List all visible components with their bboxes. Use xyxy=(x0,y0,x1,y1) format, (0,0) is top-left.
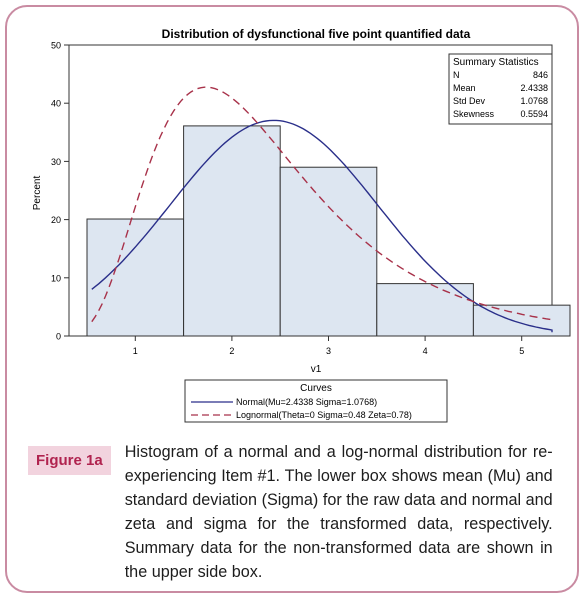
figure-label: Figure 1a xyxy=(28,446,111,475)
summary-value-mean: 2.4338 xyxy=(520,83,548,93)
histogram-chart: Distribution of dysfunctional five point… xyxy=(32,27,571,423)
y-tick-label: 10 xyxy=(51,273,61,283)
x-axis-label: v1 xyxy=(311,364,322,375)
lognormal-curve xyxy=(91,86,553,323)
y-tick-label: 20 xyxy=(51,215,61,225)
legend-label-normal: Normal(Mu=2.4338 Sigma=1.0768) xyxy=(236,397,377,407)
figure-caption: Figure 1a Histogram of a normal and a lo… xyxy=(28,440,568,584)
summary-label-skewness: Skewness xyxy=(453,109,495,119)
legend-frame xyxy=(184,379,448,423)
legend-label-lognormal: Lognormal(Theta=0 Sigma=0.48 Zeta=0.78) xyxy=(236,410,412,420)
histogram-bar-3 xyxy=(279,166,378,337)
summary-value-skewness: 0.5594 xyxy=(520,109,548,119)
histogram-bar-4 xyxy=(376,283,474,337)
y-axis-label: Percent xyxy=(32,176,43,211)
y-tick-label: 50 xyxy=(51,41,61,51)
histogram-bar-2 xyxy=(183,125,281,337)
chart-title: Distribution of dysfunctional five point… xyxy=(162,27,471,41)
figure-caption-text: Histogram of a normal and a log-normal d… xyxy=(124,443,553,581)
legend-title: Curves xyxy=(300,383,332,394)
y-tick-label: 30 xyxy=(51,157,61,167)
summary-title: Summary Statistics xyxy=(453,57,539,68)
histogram-bar-1 xyxy=(86,218,185,337)
y-tick-label: 0 xyxy=(56,332,61,342)
summary-label-mean: Mean xyxy=(453,83,476,93)
x-tick-label: 1 xyxy=(133,346,138,356)
summary-box: Summary Statistics N 846 Mean 2.4338 Std… xyxy=(448,53,553,125)
legend-box: Curves Normal(Mu=2.4338 Sigma=1.0768) Lo… xyxy=(184,379,448,423)
summary-value-n: 846 xyxy=(533,70,548,80)
summary-label-n: N xyxy=(453,70,460,80)
normal-curve xyxy=(91,119,553,333)
x-tick-label: 4 xyxy=(423,346,428,356)
y-tick-label: 40 xyxy=(51,99,61,109)
summary-label-stddev: Std Dev xyxy=(453,96,486,106)
x-tick-label: 3 xyxy=(326,346,331,356)
summary-value-stddev: 1.0768 xyxy=(520,96,548,106)
x-tick-label: 5 xyxy=(519,346,524,356)
x-tick-label: 2 xyxy=(229,346,234,356)
summary-box-frame xyxy=(448,53,553,125)
